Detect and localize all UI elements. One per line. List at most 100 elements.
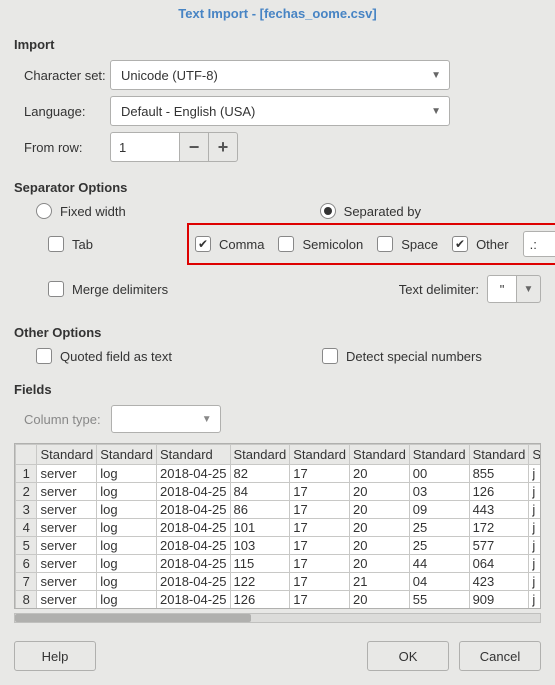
text-delimiter-combo[interactable]: " ▼	[487, 275, 541, 303]
table-cell: j	[529, 609, 540, 610]
table-cell: 17	[290, 591, 350, 609]
table-cell: 064	[469, 555, 529, 573]
table-cell: 17	[290, 483, 350, 501]
space-checkbox[interactable]	[377, 236, 393, 252]
table-cell: 09	[409, 501, 469, 519]
charset-combo[interactable]: Unicode (UTF-8) ▼	[110, 60, 450, 90]
table-cell: j	[529, 483, 540, 501]
column-header[interactable]: Standard	[37, 445, 97, 465]
table-cell: 126	[469, 483, 529, 501]
fromrow-input[interactable]: 1	[110, 132, 180, 162]
quoted-field-label: Quoted field as text	[60, 349, 172, 364]
column-type-label: Column type:	[24, 412, 101, 427]
table-cell: j	[529, 555, 540, 573]
table-cell: server	[37, 591, 97, 609]
table-cell: 17	[290, 465, 350, 483]
separated-by-radio[interactable]	[320, 203, 336, 219]
table-cell: 423	[469, 573, 529, 591]
fromrow-label: From row:	[14, 140, 110, 155]
table-cell: j	[529, 591, 540, 609]
table-cell: 58	[409, 609, 469, 610]
row-number: 9	[16, 609, 37, 610]
table-cell: 126	[230, 591, 290, 609]
separator-section-head: Separator Options	[14, 180, 541, 195]
detect-special-label: Detect special numbers	[346, 349, 482, 364]
fromrow-increment-button[interactable]: +	[208, 132, 238, 162]
table-row[interactable]: 2serverlog2018-04-2584172003126j	[16, 483, 541, 501]
row-number: 4	[16, 519, 37, 537]
cancel-button[interactable]: Cancel	[459, 641, 541, 671]
table-cell: 45	[230, 609, 290, 610]
semicolon-checkbox[interactable]	[278, 236, 294, 252]
table-cell: 103	[230, 537, 290, 555]
table-cell: server	[37, 501, 97, 519]
table-cell: log	[97, 555, 157, 573]
language-combo[interactable]: Default - English (USA) ▼	[110, 96, 450, 126]
fields-preview[interactable]: StandardStandardStandardStandardStandard…	[14, 443, 541, 609]
table-cell: 115	[230, 555, 290, 573]
detect-special-checkbox[interactable]	[322, 348, 338, 364]
fixed-width-radio[interactable]	[36, 203, 52, 219]
table-cell: log	[97, 591, 157, 609]
merge-delimiters-label: Merge delimiters	[72, 282, 168, 297]
table-row[interactable]: 6serverlog2018-04-25115172044064j	[16, 555, 541, 573]
table-cell: server	[37, 483, 97, 501]
tab-checkbox[interactable]	[48, 236, 64, 252]
other-checkbox[interactable]	[452, 236, 468, 252]
column-header[interactable]: Standard	[97, 445, 157, 465]
table-cell: 55	[409, 591, 469, 609]
table-cell: j	[529, 537, 540, 555]
table-cell: 101	[230, 519, 290, 537]
table-cell: 17	[290, 501, 350, 519]
merge-delimiters-checkbox[interactable]	[48, 281, 64, 297]
comma-checkbox[interactable]	[195, 236, 211, 252]
table-cell: 00	[409, 465, 469, 483]
table-row[interactable]: 1serverlog2018-04-2582172000855j	[16, 465, 541, 483]
help-button[interactable]: Help	[14, 641, 96, 671]
column-header[interactable]: Standard	[350, 445, 410, 465]
table-cell: 04	[409, 573, 469, 591]
other-separator-input[interactable]: .:	[523, 231, 555, 257]
table-cell: 17	[290, 537, 350, 555]
row-number: 6	[16, 555, 37, 573]
table-cell: server	[37, 555, 97, 573]
fixed-width-label: Fixed width	[60, 204, 126, 219]
chevron-down-icon: ▼	[431, 106, 441, 117]
table-cell: 2018-04-25	[157, 501, 231, 519]
table-cell: 03	[409, 483, 469, 501]
ok-button[interactable]: OK	[367, 641, 449, 671]
column-header[interactable]: Standard	[409, 445, 469, 465]
table-cell: 577	[469, 537, 529, 555]
column-type-combo[interactable]: ▼	[111, 405, 221, 433]
quoted-field-checkbox[interactable]	[36, 348, 52, 364]
column-header[interactable]: Standard	[469, 445, 529, 465]
table-row[interactable]: 9serverlog2018-05-3045164558603j	[16, 609, 541, 610]
table-row[interactable]: 3serverlog2018-04-2586172009443j	[16, 501, 541, 519]
table-cell: j	[529, 519, 540, 537]
column-header[interactable]: Standard	[230, 445, 290, 465]
table-cell: 603	[469, 609, 529, 610]
table-cell: 44	[409, 555, 469, 573]
table-cell: 20	[350, 591, 410, 609]
column-header[interactable]: Standard	[157, 445, 231, 465]
table-cell: 25	[409, 519, 469, 537]
fromrow-decrement-button[interactable]: −	[179, 132, 209, 162]
table-cell: 2018-04-25	[157, 537, 231, 555]
preview-horizontal-scrollbar[interactable]	[14, 613, 541, 623]
table-cell: log	[97, 483, 157, 501]
preview-table: StandardStandardStandardStandardStandard…	[15, 444, 540, 609]
column-header[interactable]: Standard	[290, 445, 350, 465]
table-cell: log	[97, 519, 157, 537]
row-number: 8	[16, 591, 37, 609]
table-row[interactable]: 5serverlog2018-04-25103172025577j	[16, 537, 541, 555]
comma-label: Comma	[219, 237, 265, 252]
table-row[interactable]: 8serverlog2018-04-25126172055909j	[16, 591, 541, 609]
table-row[interactable]: 7serverlog2018-04-25122172104423j	[16, 573, 541, 591]
table-row[interactable]: 4serverlog2018-04-25101172025172j	[16, 519, 541, 537]
table-cell: 20	[350, 483, 410, 501]
language-value: Default - English (USA)	[121, 104, 255, 119]
table-cell: 21	[350, 573, 410, 591]
column-header[interactable]: Standard	[529, 445, 540, 465]
corner-cell	[16, 445, 37, 465]
table-cell: server	[37, 537, 97, 555]
